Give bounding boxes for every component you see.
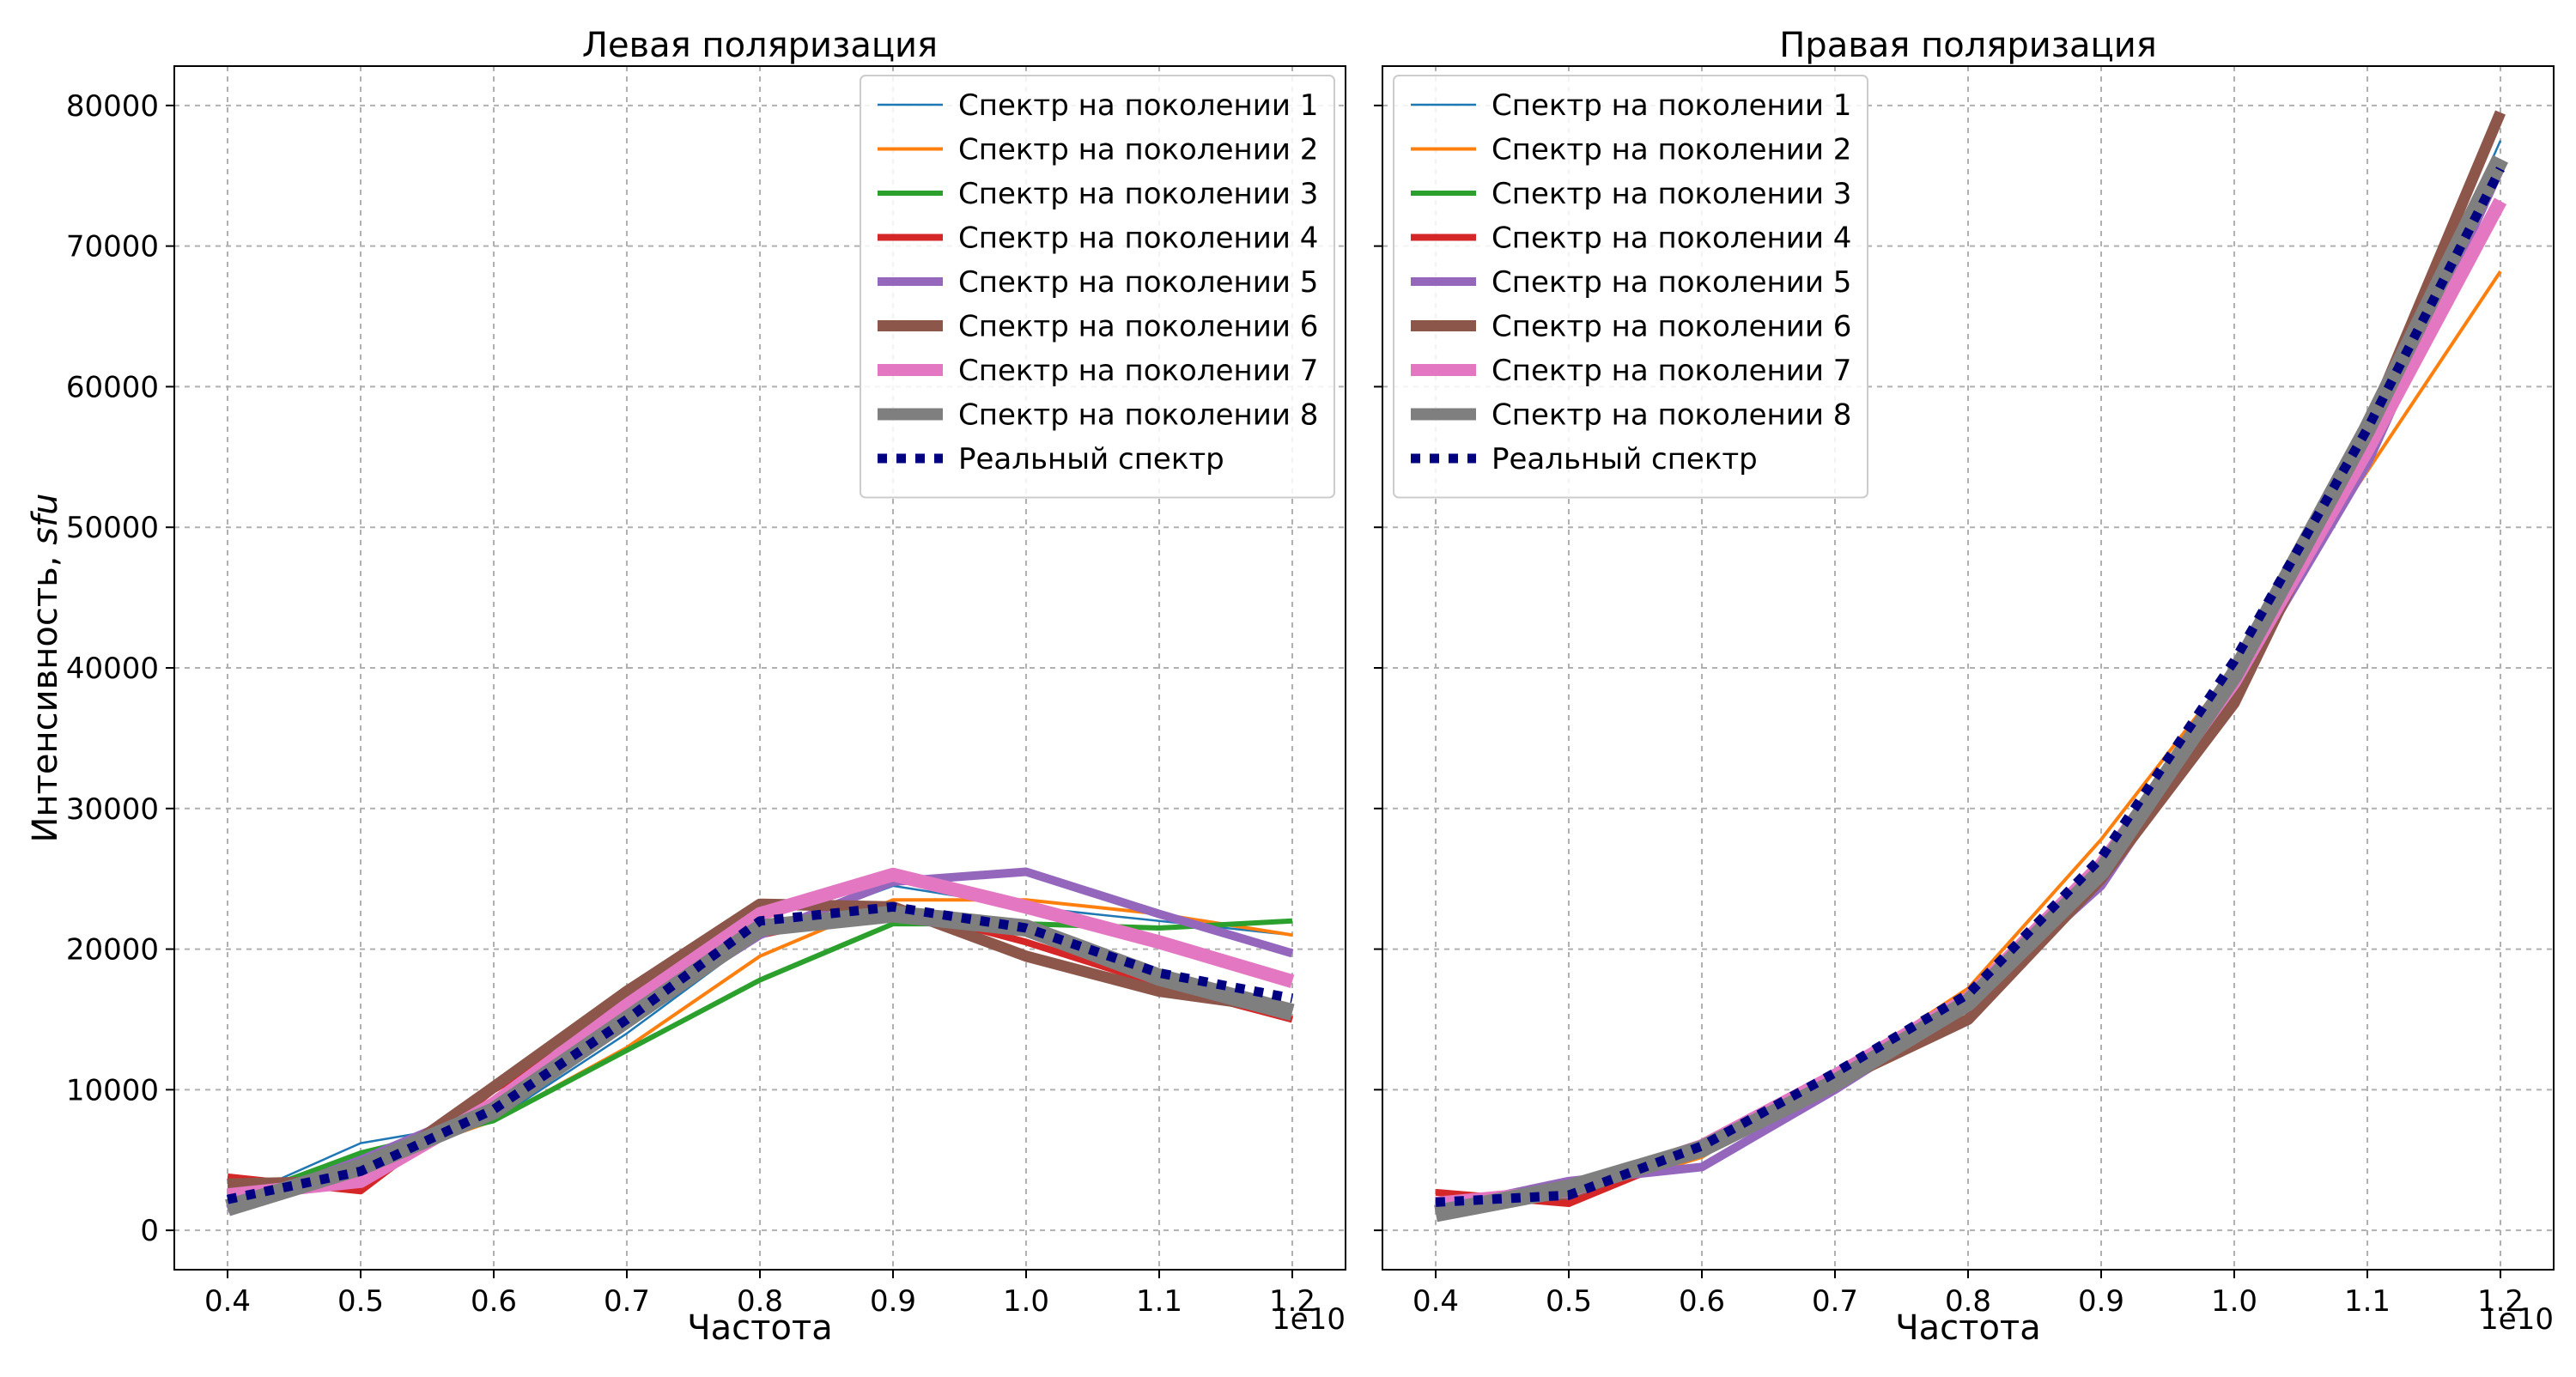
legend-label-3: Спектр на поколении 3 bbox=[958, 177, 1318, 211]
y-axis-title-unit: sfu bbox=[26, 494, 65, 545]
legend-label-4: Спектр на поколении 4 bbox=[1492, 221, 1851, 256]
y-axis-title-text: Интенсивность, bbox=[26, 545, 65, 843]
y-tick-label: 10000 bbox=[66, 1073, 159, 1107]
x-axis-title: Частота bbox=[1895, 1308, 2041, 1348]
legend-label-3: Спектр на поколении 3 bbox=[1492, 177, 1851, 211]
x-tick-label: 1.1 bbox=[1136, 1284, 1182, 1319]
x-tick-label: 1.0 bbox=[1003, 1284, 1049, 1319]
legend-label-2: Спектр на поколении 2 bbox=[1492, 133, 1851, 167]
panel-title: Правая поляризация bbox=[1779, 26, 2157, 65]
axes-frame bbox=[173, 65, 1346, 1271]
legend-label-8: Спектр на поколении 8 bbox=[958, 398, 1318, 433]
y-tick-label: 40000 bbox=[66, 652, 159, 686]
legend-label-7: Спектр на поколении 7 bbox=[958, 354, 1318, 388]
x-tick-label: 0.6 bbox=[1679, 1284, 1725, 1319]
series-group bbox=[225, 867, 1295, 1216]
series-line-9 bbox=[226, 901, 1294, 1204]
legend-label-1: Спектр на поколении 1 bbox=[1492, 88, 1851, 123]
x-tick-label: 0.7 bbox=[1812, 1284, 1858, 1319]
y-tick-label: 50000 bbox=[66, 511, 159, 545]
x-tick-label: 0.9 bbox=[2078, 1284, 2124, 1319]
y-tick-label: 20000 bbox=[66, 933, 159, 968]
legend-label-1: Спектр на поколении 1 bbox=[958, 88, 1318, 123]
legend-label-4: Спектр на поколении 4 bbox=[958, 221, 1318, 256]
x-tick-label: 0.5 bbox=[337, 1284, 384, 1319]
x-offset-label: 1e10 bbox=[2480, 1302, 2554, 1337]
legend-label-9: Реальный спектр bbox=[1492, 442, 1758, 476]
y-tick-label: 0 bbox=[140, 1214, 159, 1248]
axes-frame bbox=[1382, 65, 2555, 1271]
x-offset-label: 1e10 bbox=[1272, 1302, 1346, 1337]
legend-label-6: Спектр на поколении 6 bbox=[1492, 310, 1851, 344]
legend-frame bbox=[1393, 75, 1868, 499]
y-tick-label: 30000 bbox=[66, 792, 159, 827]
x-tick-label: 0.8 bbox=[737, 1284, 783, 1319]
y-tick-label: 70000 bbox=[66, 230, 159, 264]
series-group bbox=[1434, 110, 2508, 1222]
x-tick-label: 1.2 bbox=[2477, 1284, 2524, 1319]
x-tick-label: 1.2 bbox=[1269, 1284, 1315, 1319]
legend: Спектр на поколении 1 Спектр на поколении… bbox=[860, 75, 1335, 499]
legend-label-8: Спектр на поколении 8 bbox=[1492, 398, 1851, 433]
legend-label-9: Реальный спектр bbox=[958, 442, 1224, 476]
x-tick-label: 1.1 bbox=[2344, 1284, 2391, 1319]
x-tick-label: 0.8 bbox=[1945, 1284, 1991, 1319]
legend-label-5: Спектр на поколении 5 bbox=[1492, 265, 1851, 300]
left-polarization-panel: 0.4 0.5 0.6 0.7 0.8 0.9 1.0 1.1 1.2 0 10000 20000 30… bbox=[26, 26, 1346, 1348]
legend-label-6: Спектр на поколении 6 bbox=[958, 310, 1318, 344]
panel-title: Левая поляризация bbox=[582, 26, 938, 65]
x-tick-label: 0.5 bbox=[1546, 1284, 1592, 1319]
right-polarization-panel: 0.4 0.5 0.6 0.7 0.8 0.9 1.0 1.1 1.2 Правая поляри… bbox=[1374, 26, 2555, 1348]
x-tick-label: 0.6 bbox=[471, 1284, 517, 1319]
x-tick-label: 0.7 bbox=[604, 1284, 650, 1319]
x-tick-label: 0.4 bbox=[1413, 1284, 1459, 1319]
x-tick-label: 0.9 bbox=[870, 1284, 916, 1319]
legend-label-2: Спектр на поколении 2 bbox=[958, 133, 1318, 167]
series-line-8 bbox=[1434, 155, 2508, 1222]
legend: Спектр на поколении 1 Спектр на поколении… bbox=[1393, 75, 1868, 499]
y-tick-label: 80000 bbox=[66, 89, 159, 124]
legend-label-7: Спектр на поколении 7 bbox=[1492, 354, 1851, 388]
y-tick-label: 60000 bbox=[66, 370, 159, 404]
x-tick-label: 0.4 bbox=[204, 1284, 251, 1319]
y-axis-title: Интенсивность, sfu bbox=[26, 494, 65, 843]
x-tick-label: 1.0 bbox=[2211, 1284, 2257, 1319]
x-axis-title: Частота bbox=[687, 1308, 833, 1348]
legend-label-5: Спектр на поколении 5 bbox=[958, 265, 1318, 300]
legend-frame bbox=[860, 75, 1335, 499]
